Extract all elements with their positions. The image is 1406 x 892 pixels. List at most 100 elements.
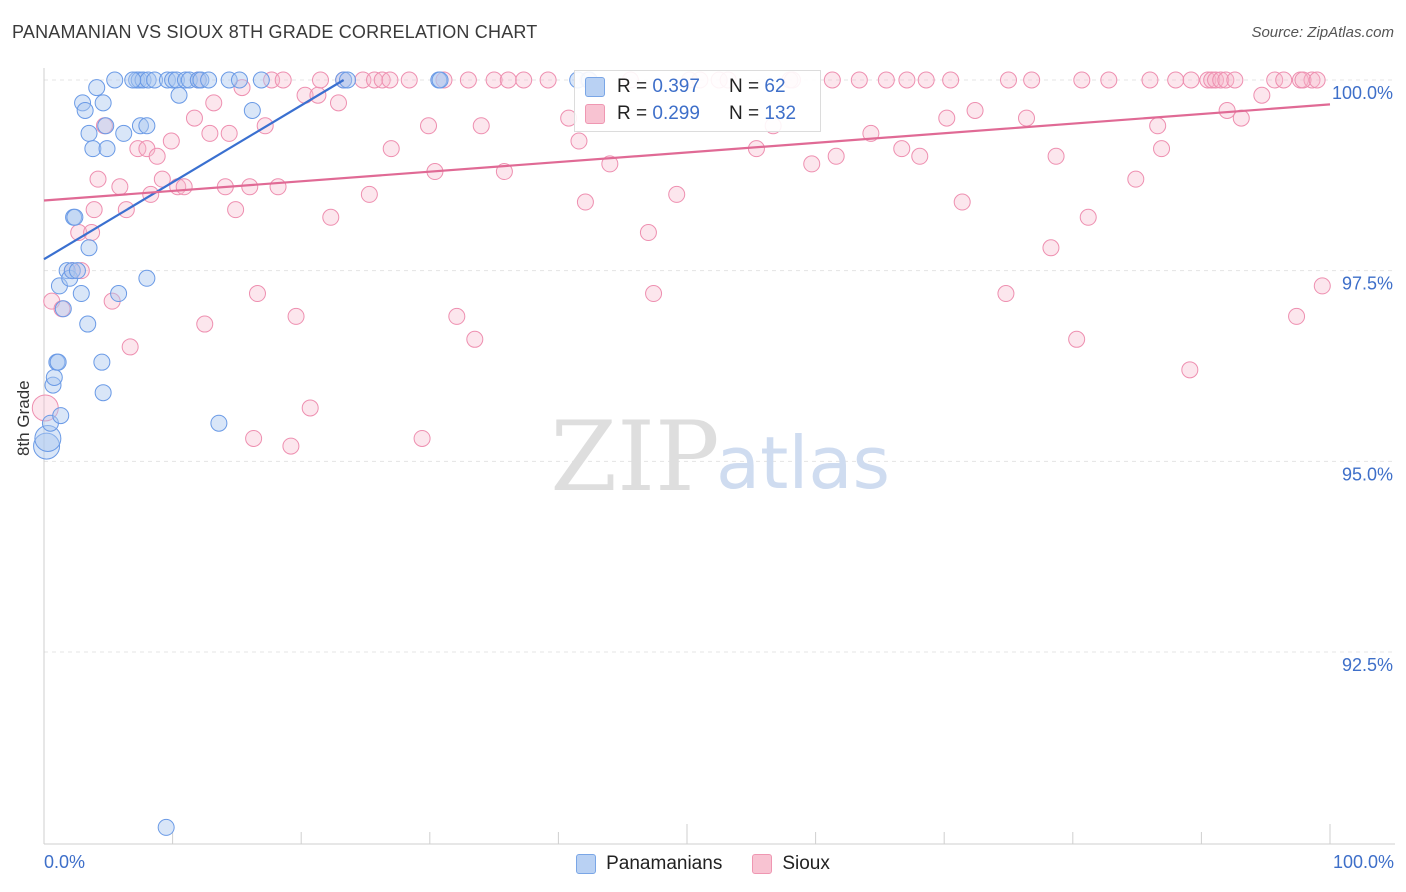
- stats-row-sioux: R = 0.299 N = 132: [585, 101, 809, 127]
- series-legend: Panamanians Sioux: [0, 851, 1406, 877]
- sioux-point: [360, 185, 378, 203]
- sioux-point: [1288, 307, 1306, 325]
- panamanian-point: [45, 368, 63, 386]
- sioux-point: [1100, 71, 1118, 89]
- panamanian-point: [97, 117, 115, 135]
- panamanian-point: [164, 71, 182, 89]
- panamanian-point: [157, 818, 175, 836]
- sioux-swatch: [585, 104, 605, 124]
- panamanian-point: [68, 262, 86, 280]
- panamanian-point: [110, 285, 128, 303]
- sioux-point: [472, 117, 490, 135]
- sioux-point: [148, 147, 166, 165]
- r-value: 0.299: [652, 103, 700, 124]
- sioux-point: [1212, 71, 1230, 89]
- stats-row-panamanians: R = 0.397 N = 62: [585, 74, 809, 100]
- panamanian-point: [49, 353, 67, 371]
- panamanian-point: [80, 124, 98, 142]
- panamanian-point: [94, 384, 112, 402]
- n-label: N =: [729, 76, 765, 97]
- panamanian-point: [170, 86, 188, 104]
- sioux-point: [121, 338, 139, 356]
- sioux-point: [382, 140, 400, 158]
- sioux-trend-line: [43, 103, 1331, 202]
- sioux-point: [938, 109, 956, 127]
- sioux-point: [917, 71, 935, 89]
- sioux-point: [263, 71, 281, 89]
- sioux-point: [322, 208, 340, 226]
- panamanian-point: [252, 71, 270, 89]
- y-tick-label: 95.0%: [1342, 464, 1393, 484]
- legend-item-panamanians[interactable]: Panamanians: [576, 853, 722, 875]
- panamanian-point: [134, 71, 152, 89]
- legend-label-sioux: Sioux: [782, 853, 830, 874]
- panamanian-points: [33, 71, 598, 836]
- legend-item-sioux[interactable]: Sioux: [752, 853, 830, 875]
- r-label: R =: [617, 103, 653, 124]
- sioux-point: [162, 132, 180, 150]
- sioux-point: [1253, 86, 1271, 104]
- sioux-point: [287, 307, 305, 325]
- panamanians-swatch: [585, 77, 605, 97]
- sioux-point: [1308, 71, 1326, 89]
- sioux-point: [1218, 102, 1236, 120]
- sioux-point: [953, 193, 971, 211]
- sioux-point: [274, 71, 292, 89]
- panamanian-point: [431, 71, 449, 89]
- panamanian-point: [106, 71, 124, 89]
- panamanian-point: [138, 269, 156, 287]
- panamanian-point: [220, 71, 238, 89]
- sioux-point: [898, 71, 916, 89]
- panamanian-point: [180, 71, 198, 89]
- panamanian-point: [54, 300, 72, 318]
- sioux-point: [1226, 71, 1244, 89]
- sioux-point: [803, 155, 821, 173]
- sioux-point: [1047, 147, 1065, 165]
- panamanian-point: [146, 71, 164, 89]
- trend-lines: [43, 79, 1331, 261]
- sioux-point: [1068, 330, 1086, 348]
- panamanian-point: [131, 117, 149, 135]
- sioux-point: [877, 71, 895, 89]
- stats-legend: R = 0.397 N = 62 R = 0.299 N = 132: [574, 70, 821, 132]
- sioux-point: [248, 285, 266, 303]
- panamanian-point: [80, 239, 98, 257]
- sioux-point: [893, 140, 911, 158]
- panamanian-point: [72, 285, 90, 303]
- sioux-point: [400, 71, 418, 89]
- sioux-point: [129, 140, 147, 158]
- panamanian-point: [200, 71, 218, 89]
- sioux-point: [420, 117, 438, 135]
- panamanian-point: [66, 208, 84, 226]
- sioux-point: [942, 71, 960, 89]
- sioux-point: [576, 193, 594, 211]
- sioux-point: [1294, 71, 1312, 89]
- sioux-point: [485, 71, 503, 89]
- sioux-point: [282, 437, 300, 455]
- sioux-point: [459, 71, 477, 89]
- sioux-point: [381, 71, 399, 89]
- sioux-point: [153, 170, 171, 188]
- panamanian-point: [34, 424, 62, 452]
- sioux-point: [639, 224, 657, 242]
- sioux-point: [1182, 71, 1200, 89]
- y-tick-label: 92.5%: [1342, 655, 1393, 675]
- panamanian-point: [139, 71, 157, 89]
- panamanian-point: [210, 414, 228, 432]
- sioux-point: [448, 307, 466, 325]
- sioux-point: [329, 94, 347, 112]
- r-stat: R = 0.397: [617, 76, 729, 98]
- sioux-point: [1079, 208, 1097, 226]
- sioux-point: [495, 163, 513, 181]
- panamanian-point: [76, 102, 94, 120]
- sioux-point: [1203, 71, 1221, 89]
- sioux-point: [1149, 117, 1167, 135]
- sioux-point: [1303, 71, 1321, 89]
- sioux-point: [911, 147, 929, 165]
- x-tick-label-min: 0.0%: [44, 852, 86, 872]
- sioux-point: [1073, 71, 1091, 89]
- sioux-point: [1207, 71, 1225, 89]
- sioux-point: [1141, 71, 1159, 89]
- panamanian-point: [243, 102, 261, 120]
